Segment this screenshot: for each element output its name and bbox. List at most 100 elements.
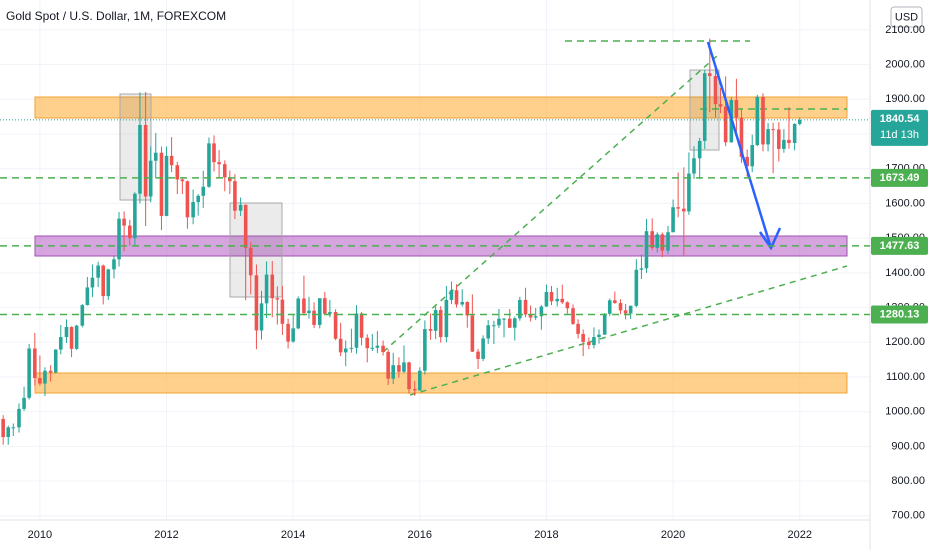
candle-body bbox=[676, 207, 680, 209]
y-tick-label: 2000.00 bbox=[885, 58, 925, 70]
last-price-box bbox=[871, 109, 928, 146]
candle-body bbox=[476, 351, 480, 359]
candle-body bbox=[133, 193, 137, 239]
candle-body bbox=[185, 181, 190, 218]
candle-body bbox=[280, 299, 285, 324]
arrow bbox=[706, 41, 782, 251]
level-label: 1477.63 bbox=[880, 240, 920, 252]
candle-body bbox=[708, 73, 712, 77]
candle-body bbox=[217, 162, 221, 165]
candle-body bbox=[607, 300, 612, 314]
candle-body bbox=[296, 298, 301, 329]
candle-body bbox=[365, 337, 370, 349]
grid bbox=[0, 0, 870, 520]
candle-body bbox=[343, 348, 348, 353]
candle-body bbox=[96, 265, 100, 278]
y-tick-label: 1000.00 bbox=[885, 406, 925, 418]
candle-body bbox=[750, 145, 755, 167]
candle-body bbox=[370, 347, 375, 349]
candle-body bbox=[191, 202, 195, 218]
candle-body bbox=[449, 290, 454, 300]
y-tick-label: 800.00 bbox=[891, 475, 925, 487]
candle-body bbox=[587, 341, 591, 346]
candle-body bbox=[143, 124, 148, 197]
candle-body bbox=[333, 312, 338, 339]
candle-body bbox=[397, 365, 401, 372]
candle-body bbox=[460, 302, 465, 305]
candle-body bbox=[454, 290, 459, 305]
x-tick-label: 2022 bbox=[787, 529, 811, 541]
candle-body bbox=[69, 326, 74, 349]
candle-body bbox=[797, 119, 802, 124]
candle-body bbox=[470, 315, 475, 352]
candle-body bbox=[438, 309, 443, 338]
candle-body bbox=[222, 164, 227, 178]
candle-body bbox=[238, 204, 243, 211]
candle-body bbox=[592, 337, 596, 346]
candle-body bbox=[307, 310, 311, 314]
candle-body bbox=[718, 104, 723, 107]
candle-body bbox=[101, 265, 106, 297]
candle-body bbox=[713, 76, 718, 105]
candle-body bbox=[634, 269, 639, 306]
candle-body bbox=[80, 305, 85, 326]
y-tick-label: 1100.00 bbox=[886, 371, 925, 383]
candle-body bbox=[734, 99, 739, 118]
level-label-box bbox=[871, 305, 928, 324]
candle-body bbox=[666, 232, 670, 251]
candle-body bbox=[766, 129, 770, 145]
candle-body bbox=[243, 204, 248, 248]
candle-body bbox=[90, 277, 95, 288]
candle-body bbox=[153, 152, 158, 161]
candle-body bbox=[180, 179, 185, 182]
candle-body bbox=[43, 370, 47, 384]
candle-body bbox=[175, 165, 180, 180]
candle-body bbox=[27, 348, 31, 398]
candle-body bbox=[418, 370, 422, 391]
candle-body bbox=[64, 326, 69, 338]
y-tick-label: 700.00 bbox=[891, 510, 925, 522]
candle-body bbox=[644, 231, 649, 269]
candle-body bbox=[671, 207, 675, 233]
candle-body bbox=[338, 338, 343, 353]
currency-button[interactable] bbox=[890, 6, 923, 28]
x-tick-label: 2010 bbox=[28, 529, 52, 541]
candle-body bbox=[549, 291, 554, 302]
currency-label[interactable]: USD bbox=[895, 11, 918, 23]
candle-body bbox=[533, 316, 538, 318]
candle-body bbox=[507, 318, 512, 328]
candle-body bbox=[682, 208, 686, 212]
candle-body bbox=[11, 427, 16, 429]
candle-body bbox=[745, 156, 749, 167]
candle-body bbox=[386, 351, 390, 379]
candle-body bbox=[518, 299, 522, 319]
candle-body bbox=[433, 309, 438, 331]
candle-body bbox=[486, 325, 490, 339]
candle-body bbox=[270, 274, 275, 299]
candle-body bbox=[375, 345, 380, 348]
candle-body bbox=[560, 298, 565, 303]
candle-body bbox=[212, 143, 216, 163]
candle-body bbox=[723, 106, 728, 143]
x-tick-label: 2018 bbox=[534, 529, 558, 541]
candle-body bbox=[613, 300, 617, 304]
candle-body bbox=[465, 302, 470, 316]
candle-body bbox=[58, 337, 63, 350]
candle-body bbox=[771, 129, 775, 131]
candle-body bbox=[117, 218, 121, 260]
candle-body bbox=[38, 378, 42, 384]
candle-body bbox=[381, 345, 385, 352]
candle-body bbox=[354, 313, 359, 348]
y-tick-label: 1400.00 bbox=[885, 267, 925, 279]
candle-body bbox=[539, 306, 544, 317]
candle-body bbox=[74, 325, 79, 349]
candle-body bbox=[544, 291, 549, 307]
candle-body bbox=[207, 143, 211, 187]
support-zone bbox=[34, 372, 848, 394]
candle-body bbox=[497, 318, 501, 326]
candle-body bbox=[571, 308, 575, 324]
arrow-head bbox=[758, 227, 782, 251]
level-label: 1280.13 bbox=[880, 308, 920, 320]
candle-body bbox=[317, 298, 322, 325]
candle-body bbox=[792, 123, 797, 144]
